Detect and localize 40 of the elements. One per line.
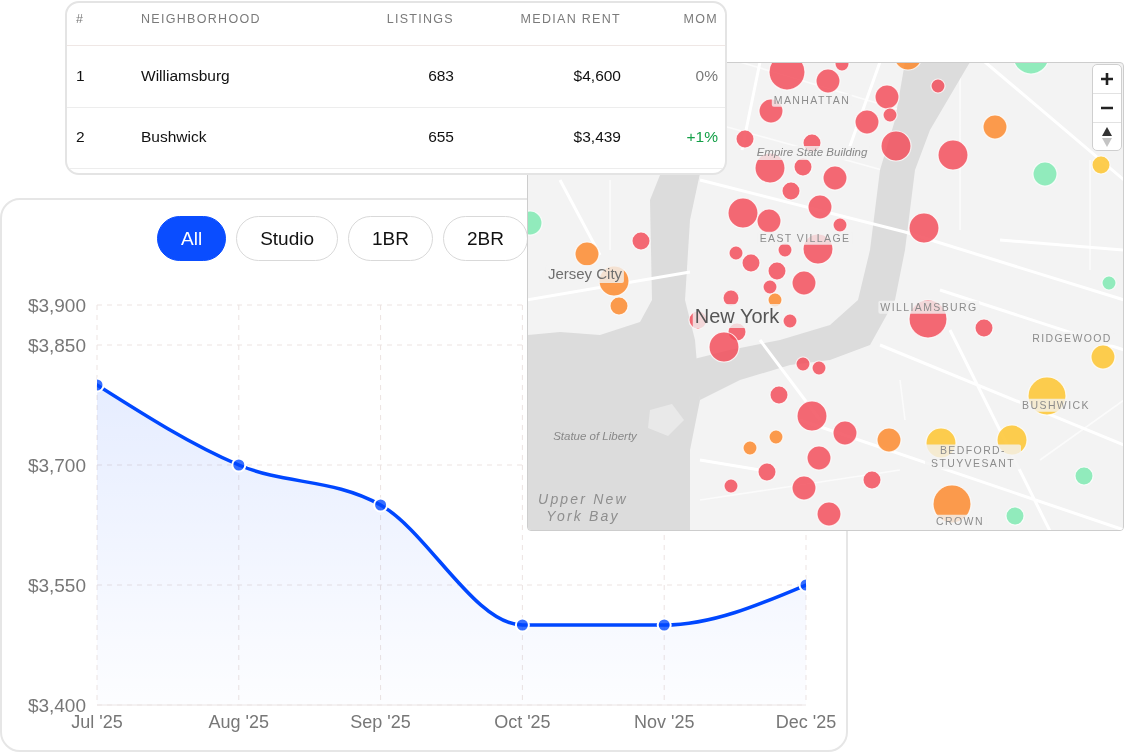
- text: All: [181, 227, 203, 250]
- text: Empire State Building: [756, 146, 868, 159]
- text: MEDIAN RENT: [520, 11, 621, 26]
- text: BUSHWICK: [1022, 398, 1090, 411]
- x-tick-label: Aug '25: [208, 711, 270, 732]
- x-tick-label: Oct '25: [494, 711, 551, 732]
- text: EAST VILLAGE: [759, 231, 851, 244]
- text: 0%: [695, 66, 718, 84]
- text: 655: [428, 127, 454, 145]
- text: Williamsburg: [141, 66, 230, 84]
- annotation: New York: [694, 305, 780, 327]
- x-tick-label: Nov '25: [633, 711, 695, 732]
- text: MOM: [683, 11, 718, 26]
- text: $3,439: [573, 127, 621, 145]
- text: 1BR: [372, 227, 409, 250]
- y-tick-label: $3,850: [27, 334, 86, 356]
- text: LISTINGS: [386, 11, 454, 26]
- text: Bushwick: [141, 127, 207, 145]
- text: +1%: [686, 127, 718, 145]
- text: BEDFORD-STUYVESANT: [930, 444, 1015, 469]
- text: MANHATTAN: [773, 93, 851, 106]
- text: 1: [76, 66, 85, 84]
- x-tick-label: Sep '25: [350, 711, 411, 732]
- text: Studio: [260, 227, 314, 250]
- text: #: [76, 11, 85, 26]
- text: $4,600: [573, 66, 621, 84]
- text: Jersey City: [547, 265, 623, 282]
- text: WILLIAMSBURG: [880, 300, 978, 313]
- text: 2BR: [466, 227, 504, 250]
- text: 2: [76, 127, 85, 145]
- text: NEIGHBORHOOD: [141, 11, 261, 26]
- text: 683: [428, 66, 454, 84]
- text: RIDGEWOOD: [1032, 331, 1112, 344]
- y-tick-label: $3,900: [27, 294, 86, 316]
- y-tick-label: $3,550: [27, 574, 86, 596]
- annotation: Upper New York Bay: [538, 491, 628, 524]
- annotation: Statue of Liberty: [553, 430, 637, 443]
- y-tick-label: $3,700: [27, 454, 86, 476]
- x-tick-label: Dec '25: [775, 711, 837, 732]
- text: CROWN: [936, 514, 984, 527]
